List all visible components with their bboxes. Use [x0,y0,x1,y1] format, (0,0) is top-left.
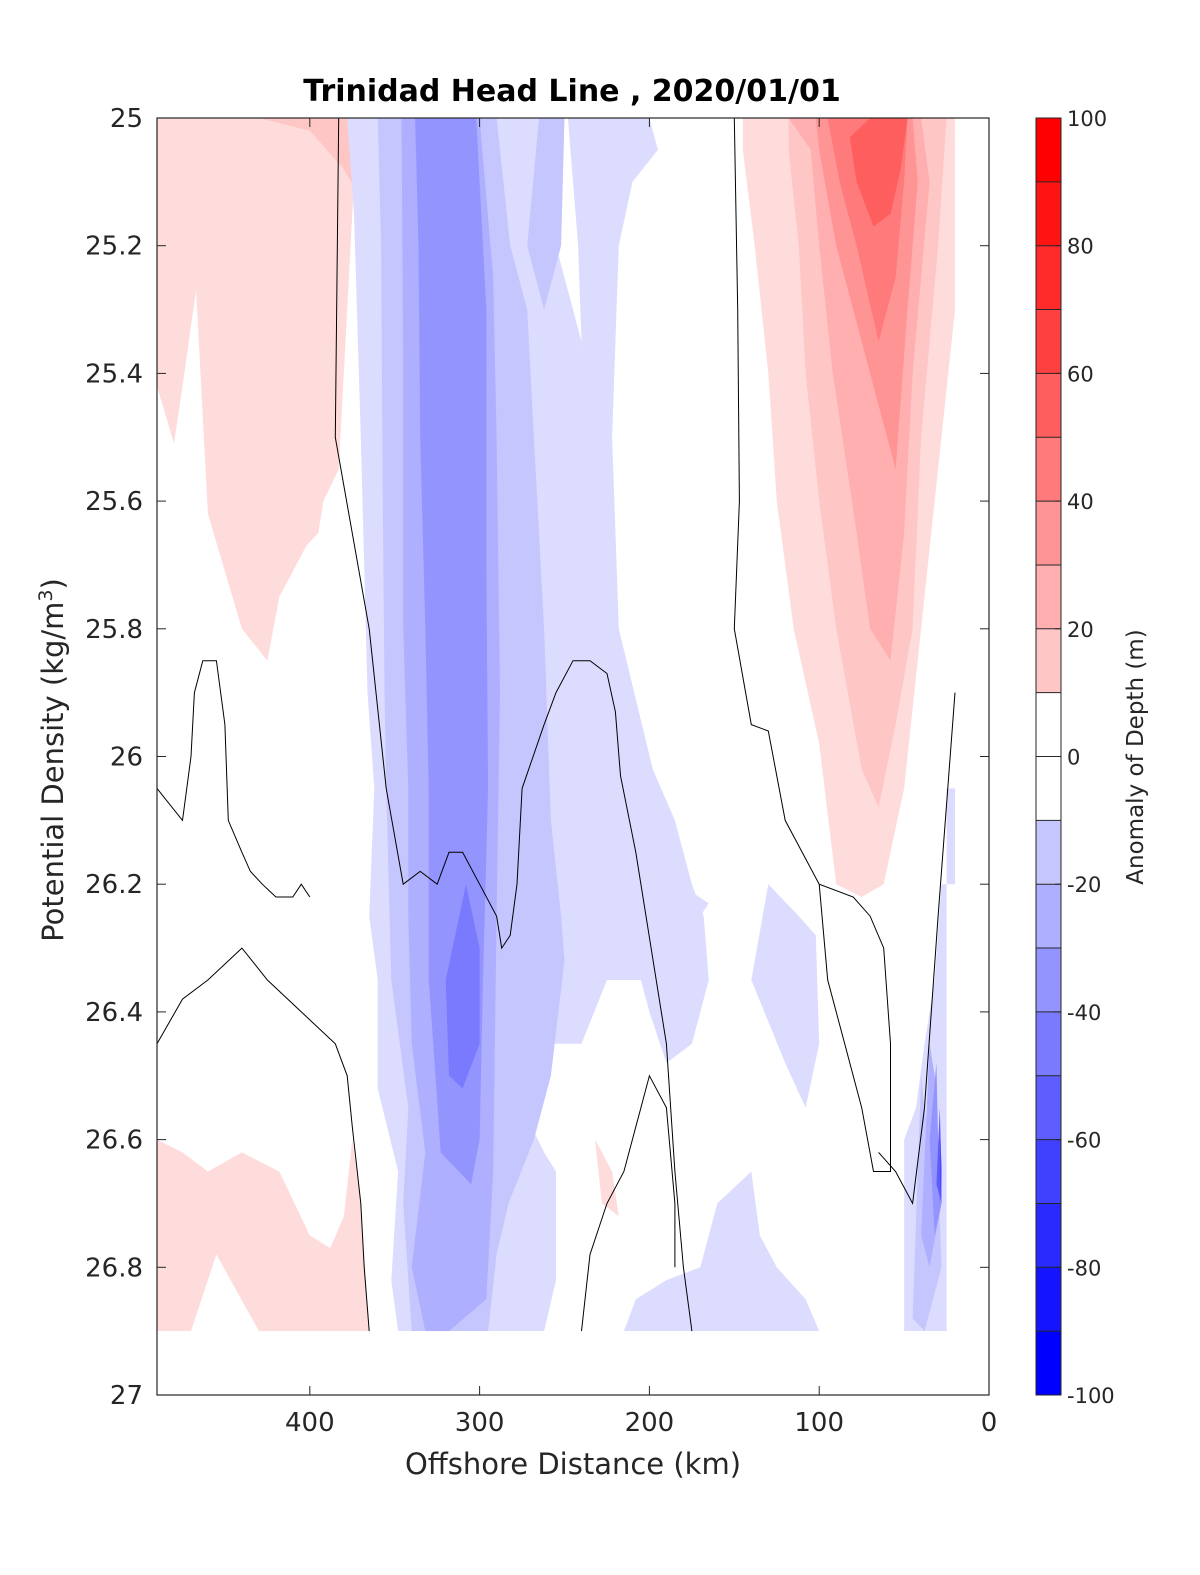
y-tick-label: 25.4 [85,359,143,389]
y-tick-label: 26.8 [85,1253,143,1283]
colorbar-tick-label: 100 [1067,107,1107,131]
colorbar-band [1036,1267,1061,1332]
y-axis-label-close: ) [36,578,70,589]
colorbar-band [1036,181,1061,246]
y-axis-label-sup: 3 [35,589,57,601]
zero-contour-2 [878,692,956,1206]
colorbar-band [1036,373,1061,438]
colorbar-tick-label: 20 [1067,618,1094,642]
y-tick-label: 26 [110,743,143,773]
colorbar-tick-label: -60 [1067,1129,1101,1153]
colorbar-tick-label: 0 [1067,746,1080,770]
contour-region-0 [157,118,358,661]
colorbar-band [1036,628,1061,693]
colorbar-band [1036,1139,1061,1204]
y-tick-label: 27 [110,1381,143,1411]
contour-region-8 [623,1171,820,1332]
chart-title: Trinidad Head Line , 2020/01/01 [303,74,840,109]
colorbar-tick-label: -100 [1067,1384,1115,1408]
contour-region-17 [929,1063,942,1236]
y-tick-label: 25.2 [85,232,143,262]
x-tick-label: 400 [285,1408,335,1438]
zero-contour-4 [157,947,370,1332]
zero-contours [157,118,956,1332]
x-tick-label: 100 [794,1408,844,1438]
colorbar-tick-label: -40 [1067,1001,1101,1025]
colorbar-band [1036,884,1061,949]
zero-contour-5 [581,1074,676,1332]
colorbar-tick-label: 60 [1067,362,1094,386]
colorbar-band [1036,564,1061,629]
x-tick-label: 300 [455,1408,505,1438]
contour-region-6 [567,118,709,1063]
colorbar-band [1036,118,1061,182]
contour-region-19 [939,1139,942,1204]
y-axis-label: Potential Density (kg/m3) [35,578,70,942]
y-tick-label: 25.8 [85,615,143,645]
colorbar-band [1036,756,1061,821]
y-axis-ticks: 25 25.2 25.4 25.6 25.8 26 26.2 26.4 26.6 26.8 27 [85,104,989,1411]
contour-region-7 [751,884,820,1108]
contour-fills [157,118,989,1395]
colorbar-band [1036,1011,1061,1076]
contour-region-4 [595,1139,619,1217]
contour-region-13 [445,884,480,1089]
colorbar-band [1036,245,1061,310]
x-tick-label: 200 [625,1408,675,1438]
colorbar-band [1036,1203,1061,1268]
zero-contour-0 [334,118,693,1332]
y-tick-label: 25.6 [85,487,143,517]
colorbar-tick-label: 80 [1067,235,1094,259]
colorbar-band [1036,501,1061,565]
colorbar-band [1036,948,1061,1012]
colorbar-tick-label: 40 [1067,490,1094,514]
x-axis-ticks: 400 300 200 100 0 [285,118,997,1438]
contour-region-3 [157,1139,370,1332]
y-tick-label: 26.2 [85,870,143,900]
y-tick-label: 26.4 [85,998,143,1028]
no-data-band-bottom [157,1331,989,1395]
colorbar-band [1036,692,1061,757]
colorbar-band [1036,1075,1061,1140]
x-axis-label: Offshore Distance (km) [405,1447,741,1481]
colorbar-band [1036,437,1061,502]
zero-contour-1 [733,118,891,1172]
contour-region-10 [527,118,565,310]
y-tick-label: 25 [110,104,143,134]
colorbar-ticks: 100 80 60 40 20 0 -20 -40 -60 -80 -100 [1055,107,1115,1408]
colorbar [1036,118,1061,1395]
colorbar-band [1036,1331,1061,1395]
colorbar-label: Anomaly of Depth (m) [1123,629,1149,884]
colorbar-tick-label: -80 [1067,1256,1101,1280]
contour-region-25 [849,118,908,227]
colorbar-band [1036,309,1061,374]
x-tick-label: 0 [981,1408,998,1438]
colorbar-tick-label: -20 [1067,873,1101,897]
y-tick-label: 26.6 [85,1126,143,1156]
zero-contour-3 [157,660,311,898]
y-axis-label-main: Potential Density (kg/m [36,602,70,942]
colorbar-band [1036,820,1061,885]
